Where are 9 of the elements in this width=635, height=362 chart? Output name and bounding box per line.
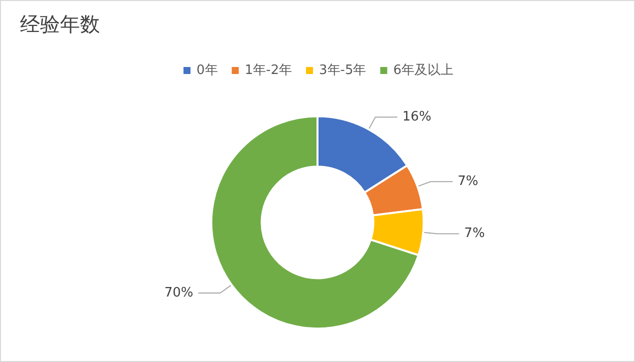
- legend-label: 3年-5年: [319, 63, 366, 78]
- data-label: 70%: [164, 286, 194, 301]
- chart-title: 经验年数: [20, 12, 100, 36]
- data-label: 7%: [458, 174, 478, 190]
- legend-label: 1年-2年: [244, 63, 292, 78]
- data-label: 16%: [402, 110, 432, 125]
- legend-label: 6年及以上: [393, 63, 454, 78]
- data-label: 7%: [464, 226, 485, 242]
- legend-label: 0年: [196, 63, 218, 78]
